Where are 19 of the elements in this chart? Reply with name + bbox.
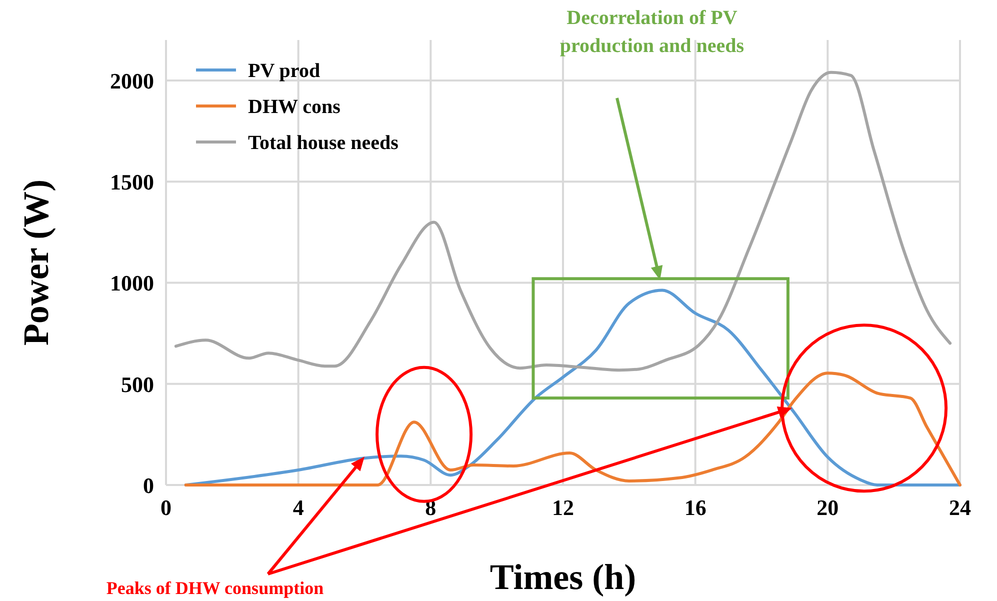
x-tick-label: 24: [949, 495, 971, 520]
legend-label: Total house needs: [248, 132, 399, 154]
x-axis-title: Times (h): [490, 557, 636, 597]
x-tick-label: 12: [552, 495, 574, 520]
annotation: Decorrelation of PV production and needs: [560, 7, 744, 57]
line-series: [184, 372, 962, 486]
legend-label: PV prod: [248, 60, 320, 82]
legend-label: DHW cons: [248, 96, 341, 118]
x-tick-label: 16: [684, 495, 706, 520]
x-tick-label: 0: [160, 495, 172, 520]
x-tick-label: 20: [816, 495, 839, 520]
x-tick-label: 4: [292, 495, 304, 520]
y-tick-label: 1500: [110, 170, 154, 195]
y-tick-label: 1000: [110, 270, 154, 296]
y-tick-label: 0: [143, 473, 154, 498]
y-tick-label: 2000: [110, 68, 154, 94]
annotation: Peaks of DHW consumption: [106, 578, 324, 598]
y-axis-title: Power (W): [16, 179, 56, 346]
y-tick-label: 500: [121, 372, 154, 397]
